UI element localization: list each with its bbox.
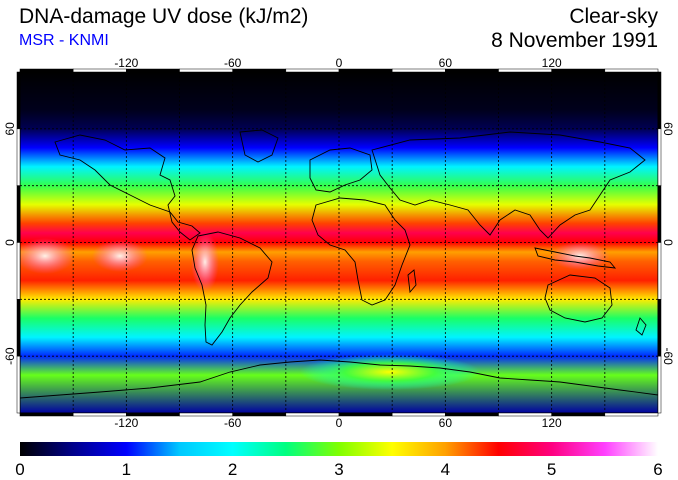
dose-hotspot — [550, 242, 610, 270]
dose-hotspot — [20, 238, 75, 274]
lon-tick-label-top: 120 — [542, 56, 562, 70]
frame-tick — [657, 355, 662, 414]
frame-tick — [285, 68, 340, 73]
frame-tick — [391, 412, 446, 417]
frame-tick — [338, 68, 393, 73]
lat-tick-label-left: 60 — [3, 122, 17, 136]
date-label: 8 November 1991 — [491, 29, 658, 52]
coastline-north-america — [54, 134, 201, 241]
lon-tick-label-bottom: -120 — [114, 416, 138, 430]
graticule — [20, 72, 658, 413]
dose-hotspot — [92, 240, 148, 272]
lon-tick-label-top: 0 — [336, 56, 343, 70]
frame-tick — [16, 71, 21, 130]
lon-tick-label-bottom: 0 — [336, 416, 343, 430]
colorbar-tick-label: 4 — [441, 460, 450, 479]
coastline-south-america — [191, 231, 273, 346]
frame-tick — [19, 412, 74, 417]
colorbar-tick-label: 2 — [228, 460, 237, 479]
frame-ticks — [16, 68, 662, 417]
lat-tick-label-right: 0 — [661, 239, 675, 246]
frame-tick — [445, 412, 499, 417]
coastline-indonesia — [534, 247, 617, 269]
colorbar-tick-label: 6 — [653, 460, 662, 479]
map-title: DNA-damage UV dose (kJ/m2) — [19, 5, 309, 28]
lat-tick-label-right: 60 — [661, 122, 675, 136]
frame-tick — [285, 412, 340, 417]
frame-tick — [657, 185, 662, 243]
antarctic-dose-patch — [300, 354, 480, 390]
frame-tick — [657, 71, 662, 130]
sky-condition-label: Clear-sky — [569, 5, 658, 28]
coastline-madagascar — [407, 269, 417, 294]
lat-tick-label-left: -60 — [3, 347, 17, 365]
lon-tick-label-top: -60 — [224, 56, 242, 70]
coastline-asia — [371, 131, 646, 239]
colorbar-tick-label: 5 — [547, 460, 556, 479]
colorbar-tick-label: 0 — [15, 460, 24, 479]
coastline-greenland — [239, 129, 279, 163]
frame-tick — [16, 128, 21, 186]
colorbar — [20, 442, 658, 456]
frame-tick — [16, 355, 21, 414]
map-plot-area — [20, 72, 658, 413]
lon-tick-label-top: 60 — [439, 56, 453, 70]
frame-tick — [604, 68, 659, 73]
coastline-new-zealand — [635, 317, 647, 336]
frame-tick — [445, 68, 499, 73]
frame-tick — [19, 68, 74, 73]
colorbar-labels: 0 1 2 3 4 5 6 — [15, 460, 662, 479]
dose-hotspot — [191, 232, 219, 292]
credit-label: MSR - KNMI — [19, 32, 109, 49]
coastline-africa — [311, 197, 411, 306]
frame-tick — [604, 412, 659, 417]
lat-tick-label-right: -60 — [661, 347, 675, 365]
frame-tick — [338, 412, 393, 417]
frame-tick — [16, 242, 21, 300]
frame-tick — [657, 128, 662, 186]
lon-tick-label-bottom: 60 — [439, 416, 453, 430]
frame-tick — [657, 242, 662, 300]
coastline-antarctica — [20, 359, 658, 399]
tick-labels: -120 -120 -60 -60 0 0 60 60 120 120 60 60 0 0 -60 -60 — [3, 56, 675, 430]
lon-tick-label-bottom: 120 — [542, 416, 562, 430]
lon-tick-label-bottom: -60 — [224, 416, 242, 430]
frame-tick — [391, 68, 446, 73]
colorbar-tick-label: 3 — [334, 460, 343, 479]
coastline-australia — [544, 274, 613, 323]
frame-tick — [657, 299, 662, 357]
lon-tick-label-top: -120 — [114, 56, 138, 70]
frame-tick — [16, 299, 21, 357]
colorbar-tick-label: 1 — [122, 460, 131, 479]
frame-tick — [16, 185, 21, 243]
lat-tick-label-left: 0 — [3, 239, 17, 246]
